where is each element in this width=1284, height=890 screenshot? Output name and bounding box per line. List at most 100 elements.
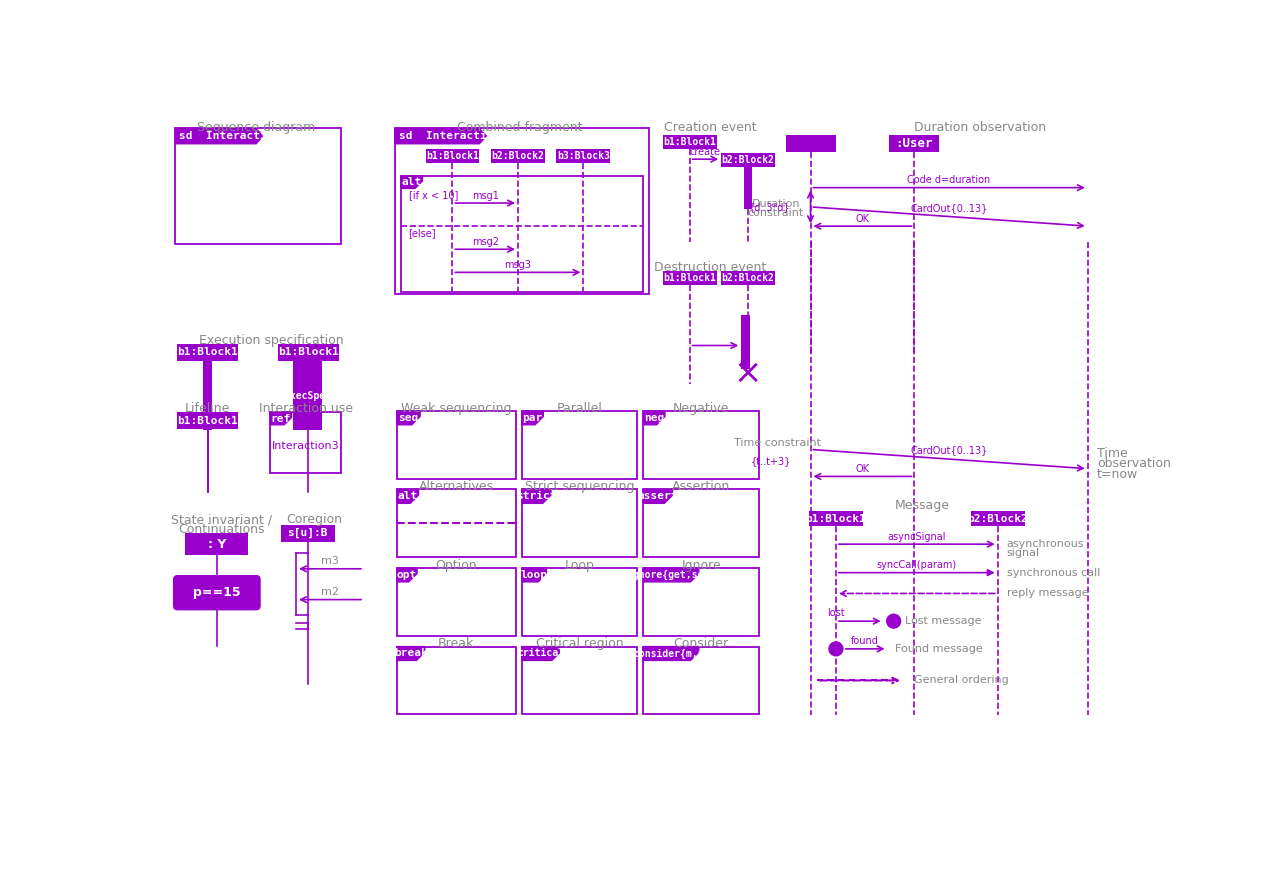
Text: ref: ref <box>271 414 291 424</box>
Text: consider{m,s}: consider{m,s} <box>633 649 709 659</box>
Polygon shape <box>401 176 422 189</box>
Polygon shape <box>397 646 425 660</box>
Text: asyncSignal: asyncSignal <box>887 532 946 542</box>
Polygon shape <box>521 490 551 504</box>
Text: ignore{get,set}: ignore{get,set} <box>627 570 715 580</box>
Bar <box>203 361 212 430</box>
Bar <box>809 511 863 527</box>
Text: m2: m2 <box>321 587 339 596</box>
Text: [else]: [else] <box>408 229 437 239</box>
Text: Ignore: Ignore <box>682 559 722 571</box>
Text: m3: m3 <box>321 555 339 566</box>
Text: found: found <box>851 635 880 646</box>
Bar <box>394 128 648 294</box>
Bar <box>889 135 939 152</box>
Text: : Y: : Y <box>208 538 226 551</box>
Text: Time constraint: Time constraint <box>734 438 820 448</box>
Bar <box>745 166 752 209</box>
Text: Lifeline: Lifeline <box>185 401 230 415</box>
Text: neg: neg <box>645 413 664 423</box>
Text: b2:Block2: b2:Block2 <box>967 514 1028 523</box>
Bar <box>741 315 750 368</box>
Text: Code d=duration: Code d=duration <box>908 175 991 185</box>
Text: Alternatives: Alternatives <box>419 481 494 493</box>
Text: Duration observation: Duration observation <box>914 121 1046 134</box>
Text: critical: critical <box>517 649 565 659</box>
Text: Option: Option <box>435 559 478 571</box>
Text: CardOut{0..13}: CardOut{0..13} <box>910 445 987 455</box>
Polygon shape <box>643 646 698 660</box>
Text: sd  Interaction1: sd Interaction1 <box>398 131 507 141</box>
Text: {t..t+3}: {t..t+3} <box>750 456 791 466</box>
Text: msg2: msg2 <box>471 237 498 247</box>
Text: constraint: constraint <box>747 208 804 218</box>
Text: Found message: Found message <box>895 643 984 654</box>
Text: Loop: Loop <box>565 559 594 571</box>
Bar <box>177 344 239 361</box>
Polygon shape <box>397 568 417 582</box>
Text: Strict sequencing: Strict sequencing <box>525 481 634 493</box>
Text: signal: signal <box>1007 548 1040 558</box>
Text: b1:Block1: b1:Block1 <box>805 514 867 523</box>
Bar <box>521 568 637 635</box>
Bar <box>643 568 759 635</box>
Text: b1:Block1: b1:Block1 <box>177 347 238 358</box>
Bar <box>175 128 340 244</box>
Text: Coregion: Coregion <box>286 514 342 526</box>
Polygon shape <box>521 646 560 660</box>
Bar <box>663 271 716 285</box>
Bar <box>293 361 322 430</box>
Text: reply message: reply message <box>1007 588 1089 598</box>
Bar <box>277 344 339 361</box>
Bar <box>397 646 516 715</box>
Text: Message: Message <box>895 499 950 513</box>
Polygon shape <box>643 411 665 425</box>
Text: loop: loop <box>520 570 547 580</box>
Text: Break: Break <box>438 637 474 651</box>
Text: Parallel: Parallel <box>556 401 602 415</box>
Text: Sequence diagram: Sequence diagram <box>196 121 316 134</box>
Polygon shape <box>521 568 547 582</box>
Text: Lost message: Lost message <box>905 616 982 627</box>
Text: msg1: msg1 <box>471 190 498 201</box>
Text: t=now: t=now <box>1097 467 1138 481</box>
Text: [if x < 10]: [if x < 10] <box>408 190 458 200</box>
Text: Interaction use: Interaction use <box>259 401 353 415</box>
Bar <box>177 412 239 430</box>
Text: b2:Block2: b2:Block2 <box>492 151 544 161</box>
Text: General ordering: General ordering <box>914 676 1009 685</box>
Text: Execution specification: Execution specification <box>199 334 344 347</box>
Circle shape <box>829 642 842 656</box>
Text: :User: :User <box>895 137 932 150</box>
Text: Assertion: Assertion <box>672 481 731 493</box>
Text: b3:Block3: b3:Block3 <box>557 151 610 161</box>
FancyBboxPatch shape <box>173 575 261 611</box>
Text: msg3: msg3 <box>505 260 532 270</box>
Bar <box>722 153 776 166</box>
Text: lost: lost <box>827 608 845 618</box>
Polygon shape <box>397 411 420 425</box>
Text: Interaction3: Interaction3 <box>272 441 339 450</box>
Polygon shape <box>643 568 698 582</box>
Text: syncCall(param): syncCall(param) <box>877 561 957 570</box>
Bar <box>556 150 610 163</box>
Bar <box>490 150 544 163</box>
Text: b1:Block1: b1:Block1 <box>663 137 716 147</box>
Text: Destruction event: Destruction event <box>655 261 767 274</box>
Text: strict: strict <box>516 491 557 501</box>
Text: {d..3*d}: {d..3*d} <box>749 202 791 212</box>
Bar <box>397 568 516 635</box>
Text: assert: assert <box>638 491 678 501</box>
Text: create: create <box>690 147 720 157</box>
Polygon shape <box>643 490 673 504</box>
Bar <box>521 411 637 479</box>
Bar <box>270 412 340 473</box>
Text: State invariant /: State invariant / <box>171 514 272 526</box>
Text: break: break <box>394 649 428 659</box>
Bar <box>663 135 716 150</box>
Text: p==15: p==15 <box>193 587 240 599</box>
Bar <box>643 490 759 557</box>
Bar <box>185 533 248 555</box>
Text: Creation event: Creation event <box>664 121 756 134</box>
Polygon shape <box>521 411 543 425</box>
